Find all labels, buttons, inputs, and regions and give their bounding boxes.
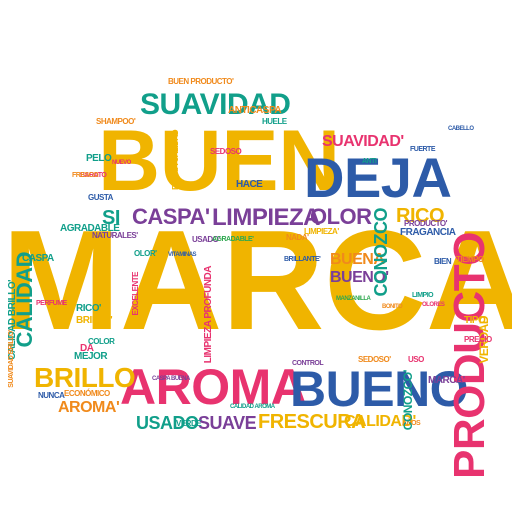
cloud-word: PELO [86,153,112,164]
cloud-word: CALIDAD' [344,413,416,430]
cloud-word: AGRADABLE' [212,236,254,243]
cloud-word: LIMPIO [412,292,434,299]
cloud-word: USADO' [192,235,220,244]
cloud-word: LIMPIEZA PROFUNDA [203,266,214,364]
cloud-word: SUAVIDAD BRILLO' [8,330,15,388]
cloud-word: CONOZCO' [401,370,415,431]
cloud-word: USADO [136,413,199,433]
cloud-word: USO [408,355,424,364]
cloud-word: VERDE [176,419,202,428]
cloud-word: NATURALES' [92,231,138,240]
cloud-word: BRILLANTE' [284,256,321,263]
cloud-word: BONITO [382,304,403,310]
cloud-word: MANZANILLA [336,296,371,302]
cloud-word: TIPO [464,315,486,326]
cloud-word: ANTICASPA [228,105,282,116]
cloud-word: BUENA [330,251,385,268]
cloud-word: SEDOSO [210,147,242,156]
cloud-word: CONTROL [292,360,324,367]
cloud-word: EXCELENTE [131,272,140,316]
cloud-word: CASPA' [132,204,210,229]
cloud-word: CABELLO [448,126,474,132]
cloud-word: OLOR' [134,249,157,258]
cloud-word: OLORES [422,302,445,308]
cloud-word: ECONÓMICO [64,389,110,398]
cloud-word: BRILLO' [76,315,113,326]
cloud-word: RICO' [76,303,101,314]
cloud-word: SUAVIDAD' [322,133,404,150]
cloud-word: LIMPIEZA' [304,227,339,236]
cloud-word: CASPA BUENA [152,376,190,382]
cloud-word: MEJOR [74,351,108,362]
cloud-word: AGRADABLE [60,223,120,234]
cloud-word: DEJA [304,146,452,209]
cloud-word: LIMPIEZA [212,204,321,231]
cloud-word: NUEVO [112,160,131,166]
cloud-word: OLOR [310,204,372,229]
cloud-word: MARCA [2,201,512,360]
cloud-word: BUENO' [330,269,389,286]
cloud-word: VITAMINAS [168,252,197,258]
cloud-word: SUAVE [198,413,257,433]
cloud-word: BUEN [98,113,340,209]
cloud-word: AROMA' [58,399,120,416]
cloud-word: BARATO [80,172,107,179]
cloud-word: CASPA [22,253,54,264]
cloud-word: ANTI [362,158,377,165]
cloud-word: BUEN PRODUCTO' [168,77,234,86]
cloud-word: HACE [236,179,263,190]
cloud-word: SHAMPOO' [96,117,136,126]
cloud-word: BUENO [290,361,469,417]
cloud-word: COLOR [88,337,115,346]
cloud-word: NADA' [286,233,309,242]
cloud-word: TIEMPO [456,255,484,264]
cloud-word: MARCA' [428,375,465,386]
cloud-word: SI [102,207,120,229]
cloud-word: NUNCA [38,391,65,400]
cloud-word: SEDOSO' [358,355,391,364]
cloud-word: FRESCURA [258,411,366,433]
cloud-word: BIEN [434,257,452,266]
cloud-word: GUSTA [88,193,113,202]
cloud-word: AROMA [120,359,307,415]
cloud-word: PRODUCTO' [404,219,448,228]
cloud-word: AÑOS [402,420,421,427]
cloud-word: BRILLO [34,362,136,393]
cloud-word: DA [80,343,94,354]
cloud-word: CONOZCO [371,208,391,297]
cloud-word: BUENA CALIDAD [171,130,180,190]
cloud-word: FRESCO [72,172,99,179]
cloud-word: PRECIO [464,335,492,344]
cloud-word: CALIDAD AROMA [230,404,275,410]
cloud-word: FUERTE [410,146,436,153]
cloud-word: FRAGANCIA [400,227,456,238]
cloud-word: RICO [396,205,445,227]
cloud-word: PERFUME [36,300,67,307]
cloud-word: SUAVIDAD [140,88,291,121]
cloud-word: HUELE [262,117,287,126]
